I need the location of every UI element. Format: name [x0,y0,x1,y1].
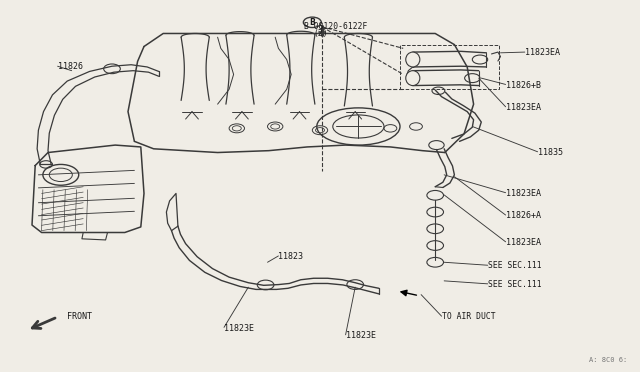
Text: SEE SEC.111: SEE SEC.111 [488,280,541,289]
Text: 11823EA: 11823EA [506,189,541,198]
Text: SEE SEC.111: SEE SEC.111 [488,262,541,270]
Text: FRONT: FRONT [67,312,92,321]
Text: 11826+A: 11826+A [506,211,541,220]
Text: B: B [310,18,315,27]
Text: (2): (2) [314,29,328,38]
Text: 11823EA: 11823EA [506,103,541,112]
Ellipse shape [406,71,420,86]
Text: 11823EA: 11823EA [506,238,541,247]
Text: 11823E: 11823E [346,331,376,340]
Text: 11823: 11823 [278,252,303,261]
Text: 11826+B: 11826+B [506,81,541,90]
Ellipse shape [406,52,420,67]
Text: B 08120-6122F: B 08120-6122F [304,22,367,31]
Text: 11823EA: 11823EA [525,48,560,57]
Text: TO AIR DUCT: TO AIR DUCT [442,312,495,321]
Text: A: 8C0 6:: A: 8C0 6: [589,357,627,363]
Text: 11835: 11835 [538,148,563,157]
Text: 11823E: 11823E [224,324,254,333]
Text: 11826: 11826 [58,62,83,71]
